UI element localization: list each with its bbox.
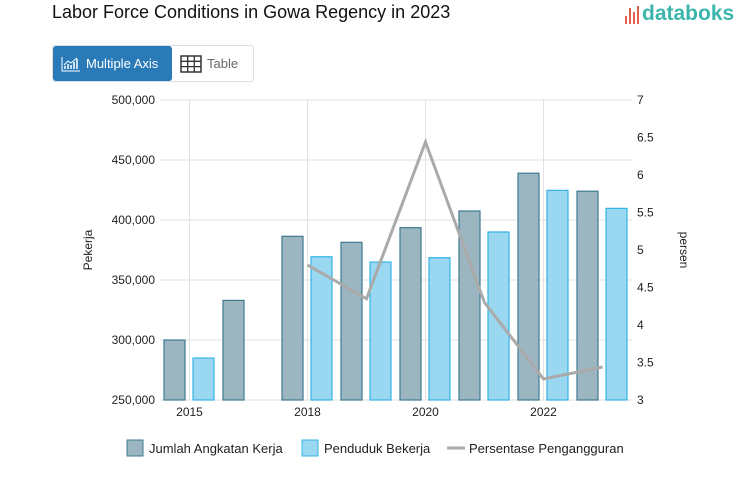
bar-jumlah-angkatan-kerja	[222, 299, 245, 401]
bar-penduduk-bekerja	[546, 189, 569, 401]
bar-penduduk-bekerja	[487, 231, 510, 401]
y2-axis-label: persen	[677, 232, 691, 269]
bar-jumlah-angkatan-kerja	[458, 210, 481, 401]
multiple-axis-button[interactable]: Multiple Axis	[53, 46, 172, 81]
y2-tick-label: 4.5	[637, 281, 654, 295]
bar-jumlah-angkatan-kerja	[340, 241, 363, 401]
bar-penduduk-bekerja	[192, 357, 215, 401]
bar-penduduk-bekerja	[428, 257, 451, 401]
line-persentase-pengangguran	[306, 137, 603, 381]
legend-item-label: Persentase Pengangguran	[469, 441, 624, 456]
bar-jumlah-angkatan-kerja	[281, 235, 304, 401]
x-tick-label: 2015	[176, 405, 203, 419]
y2-tick-label: 3	[637, 393, 644, 407]
bar-jumlah-angkatan-kerja	[163, 339, 186, 401]
legend-item-label: Jumlah Angkatan Kerja	[149, 441, 283, 456]
y2-tick-label: 6.5	[637, 131, 654, 145]
y-tick-label: 400,000	[112, 213, 156, 227]
table-label: Table	[207, 56, 239, 71]
y-axis-label: Pekerja	[81, 229, 95, 270]
y2-tick-label: 5.5	[637, 206, 654, 220]
chart-title: Labor Force Conditions in Gowa Regency i…	[52, 2, 451, 22]
x-tick-label: 2018	[294, 405, 321, 419]
y-tick-label: 300,000	[112, 333, 156, 347]
view-toggle: Multiple Axis Table	[52, 45, 254, 82]
y2-tick-label: 7	[637, 93, 644, 107]
chart-icon	[61, 56, 80, 71]
x-tick-label: 2020	[412, 405, 439, 419]
bar-penduduk-bekerja	[605, 207, 628, 401]
bar-jumlah-angkatan-kerja	[576, 190, 599, 401]
bar-jumlah-angkatan-kerja	[517, 172, 540, 401]
legend-swatch	[301, 439, 319, 457]
y-tick-label: 350,000	[112, 273, 156, 287]
logo-mark-icon	[625, 4, 639, 24]
bar-jumlah-angkatan-kerja	[399, 227, 422, 401]
y2-tick-label: 4	[637, 318, 644, 332]
multiple-axis-label: Multiple Axis	[86, 56, 159, 71]
logo-text: databoks	[642, 2, 735, 25]
y-tick-label: 500,000	[112, 93, 156, 107]
y2-tick-label: 5	[637, 243, 644, 257]
y-tick-label: 250,000	[112, 393, 156, 407]
table-icon	[180, 54, 202, 73]
x-tick-label: 2022	[530, 405, 557, 419]
bar-penduduk-bekerja	[310, 256, 333, 401]
legend-swatch	[126, 439, 144, 457]
y2-tick-label: 6	[637, 168, 644, 182]
y-tick-label: 450,000	[112, 153, 156, 167]
y2-tick-label: 3.5	[637, 356, 654, 370]
databoks-logo[interactable]: databoks	[625, 2, 734, 26]
table-button[interactable]: Table	[172, 46, 246, 81]
legend-item-label: Penduduk Bekerja	[324, 441, 431, 456]
